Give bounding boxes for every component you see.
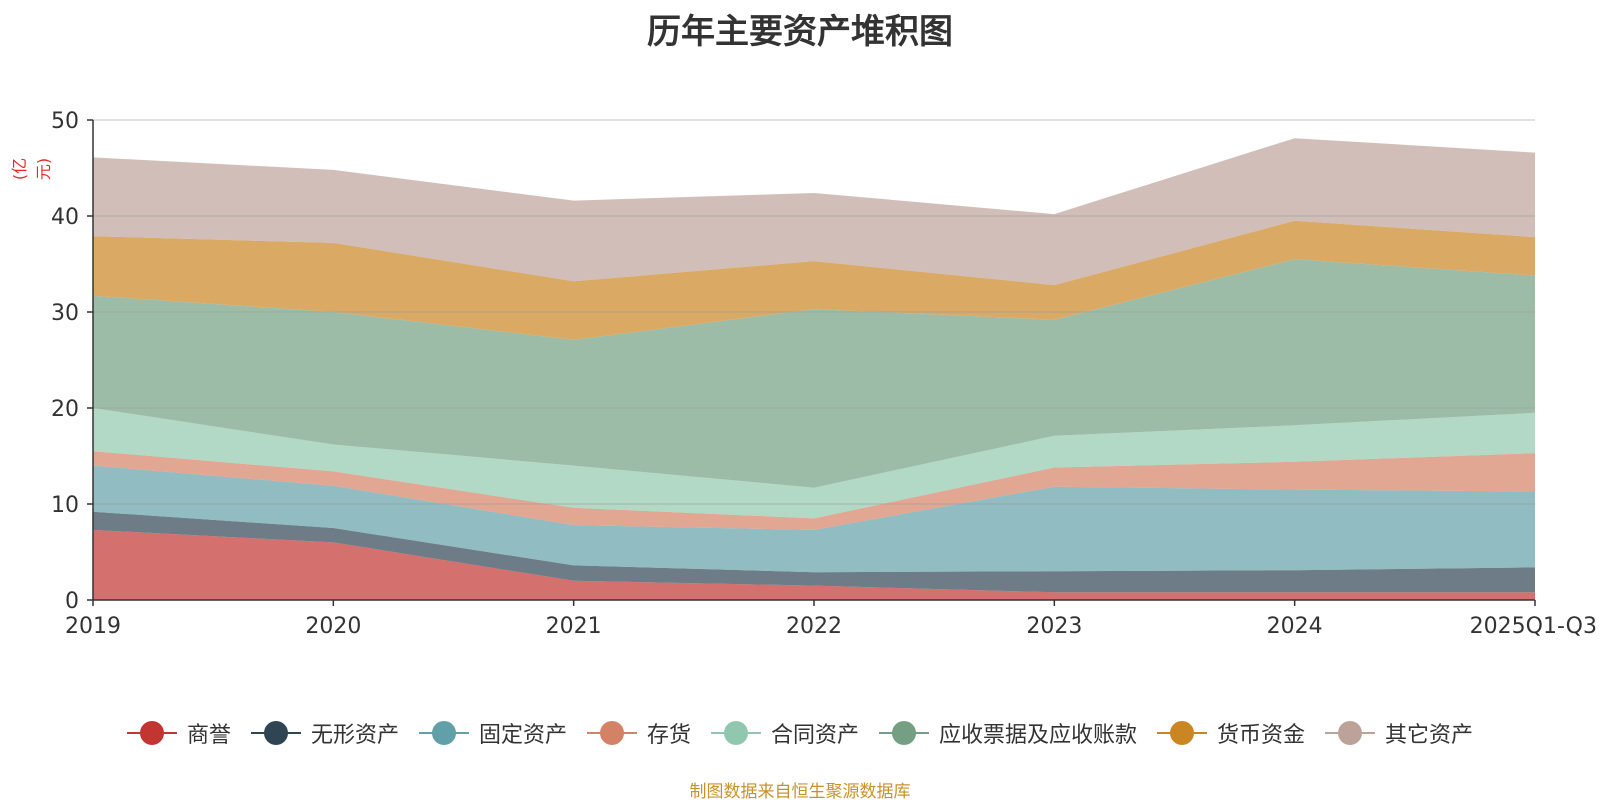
legend-item-4[interactable]: 存货	[586, 717, 691, 749]
chart-title: 历年主要资产堆积图	[647, 12, 953, 52]
area-series-5	[93, 408, 1535, 519]
legend-item-7[interactable]: 货币资金	[1157, 717, 1305, 749]
legend-label: 货币资金	[1217, 723, 1306, 748]
legend-label: 合同资产	[771, 723, 860, 748]
y-tick-label-0: 0	[65, 589, 79, 614]
legend-dot-icon	[1338, 721, 1363, 745]
legend-marker	[879, 721, 930, 745]
legend-marker	[250, 721, 301, 745]
legend-marker	[1157, 721, 1208, 745]
legend-label: 固定资产	[478, 723, 567, 748]
area-series-1	[93, 529, 1535, 600]
legend-marker	[1325, 721, 1376, 745]
legend-label: 其它资产	[1385, 723, 1474, 748]
area-series-6	[93, 259, 1535, 488]
legend-dot-icon	[892, 721, 917, 745]
legend-marker	[586, 721, 637, 745]
y-tick-label-30: 30	[51, 301, 79, 326]
legend-label: 应收票据及应收账款	[939, 723, 1138, 748]
legend-dot-icon	[139, 721, 164, 745]
legend-dot-icon	[431, 721, 456, 745]
legend-label: 无形资产	[310, 723, 399, 748]
legend-dot-icon	[1170, 721, 1195, 745]
legend-item-3[interactable]: 固定资产	[418, 717, 567, 749]
area-series-3	[93, 465, 1535, 573]
legend-dot-icon	[599, 721, 624, 745]
x-tick-label-3: 2021	[546, 614, 602, 639]
legend-item-2[interactable]: 无形资产	[250, 717, 399, 749]
x-tick-label-1: 2019	[65, 614, 121, 639]
x-tick-label-7: 2025Q1-Q3	[1470, 614, 1597, 639]
legend-dot-icon	[263, 721, 288, 745]
y-tick-label-50: 50	[51, 109, 79, 134]
x-tick-label-2: 2020	[305, 614, 361, 639]
y-tick-label-10: 10	[51, 493, 79, 518]
legend-marker	[126, 721, 177, 745]
legend-item-5[interactable]: 合同资产	[711, 717, 859, 749]
legend-item-1[interactable]: 商誉	[126, 717, 231, 749]
x-tick-label-4: 2022	[786, 614, 842, 639]
y-tick-label-20: 20	[51, 397, 79, 422]
legend-marker	[711, 721, 761, 745]
x-tick-label-5: 2023	[1026, 614, 1082, 639]
y-axis-unit-label: (亿元)	[10, 157, 53, 181]
legend-item-8[interactable]: 其它资产	[1325, 717, 1473, 749]
data-source-note: 制图数据来自恒生聚源数据库	[689, 782, 911, 802]
legend-dot-icon	[724, 721, 748, 745]
legend-label: 商誉	[186, 723, 231, 748]
chart-legend: 商誉 无形资产 固定资产 存货 合同资产 应收票据及应收账款 货币资金 其它资产	[0, 716, 1600, 750]
area-series-8	[93, 138, 1535, 286]
legend-marker	[418, 721, 469, 745]
area-series-7	[93, 220, 1535, 340]
legend-label: 存货	[646, 723, 691, 748]
y-tick-label-40: 40	[51, 205, 79, 230]
legend-item-6[interactable]: 应收票据及应收账款	[879, 717, 1137, 749]
x-tick-label-6: 2024	[1267, 614, 1323, 639]
area-series-4	[93, 451, 1535, 530]
area-series-2	[93, 511, 1535, 593]
